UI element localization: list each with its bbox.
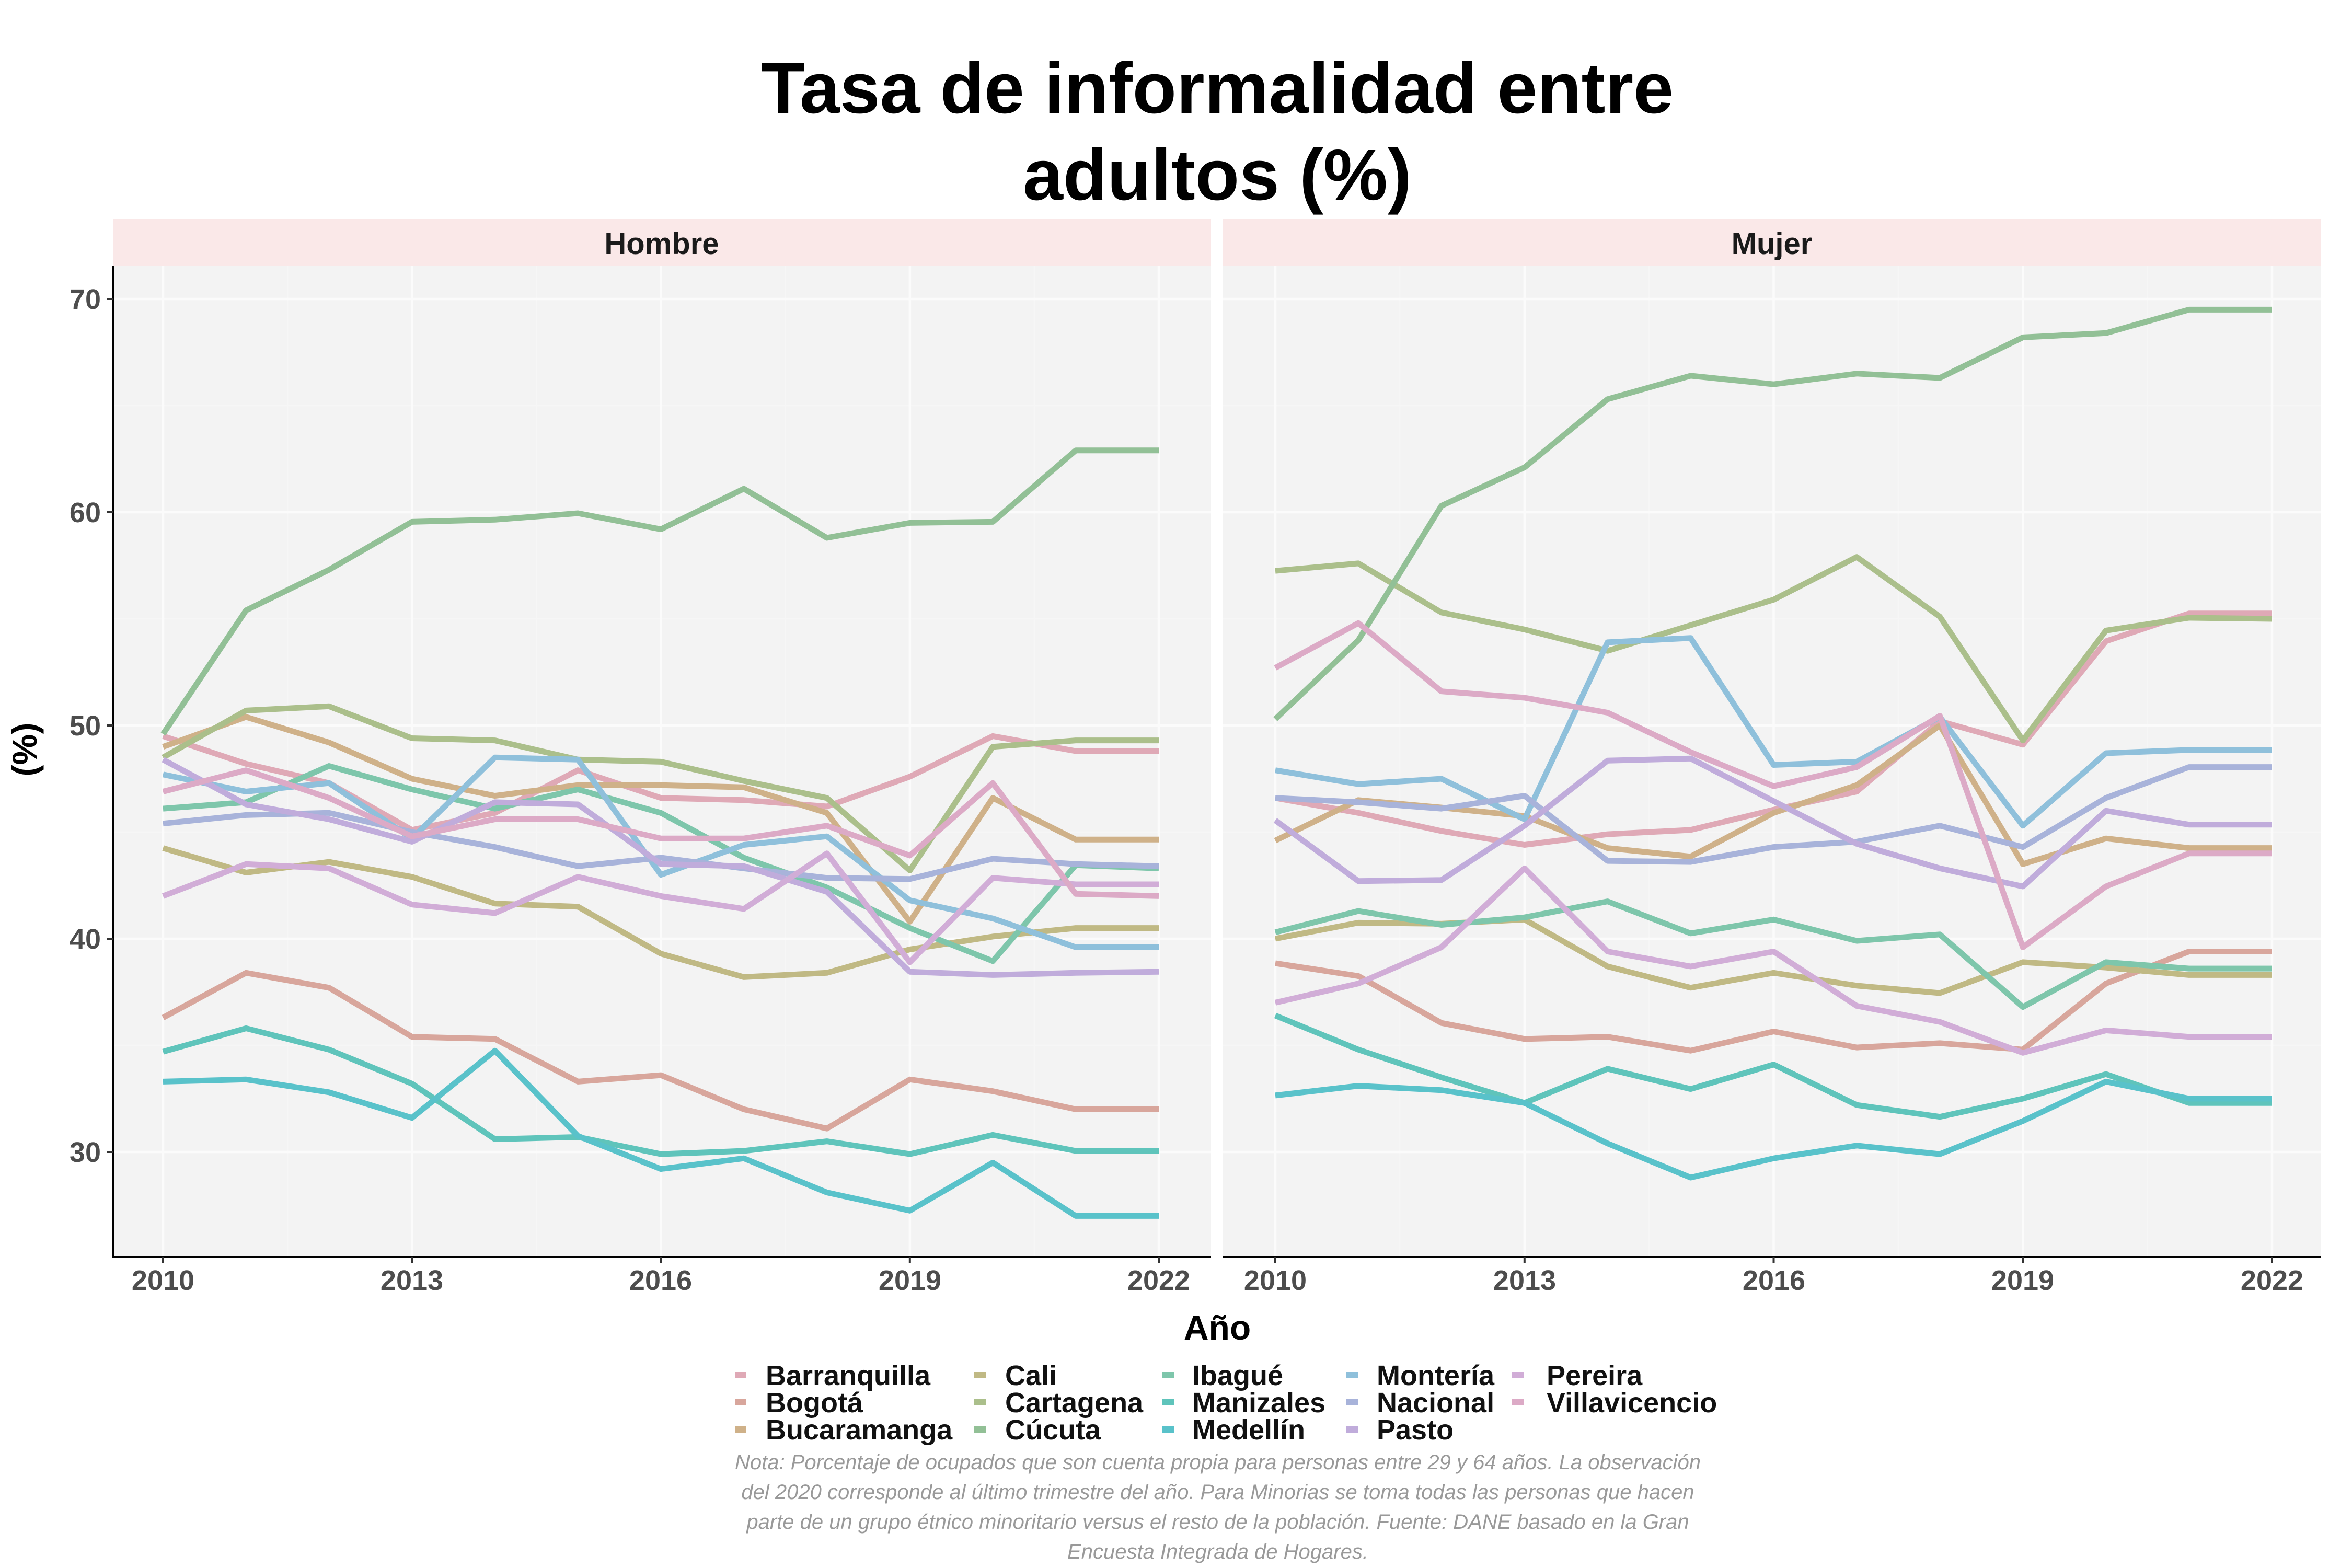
svg-text:Año: Año — [1184, 1308, 1251, 1347]
svg-text:Pasto: Pasto — [1377, 1414, 1454, 1446]
svg-text:2016: 2016 — [629, 1265, 692, 1296]
svg-text:50: 50 — [70, 710, 101, 742]
svg-text:Hombre: Hombre — [604, 227, 719, 261]
svg-text:30: 30 — [70, 1137, 101, 1168]
svg-text:Tasa de informalidad entre: Tasa de informalidad entre — [761, 48, 1674, 129]
svg-text:2013: 2013 — [381, 1265, 443, 1296]
svg-text:Bucaramanga: Bucaramanga — [766, 1414, 953, 1446]
svg-text:Ibagué: Ibagué — [1192, 1360, 1283, 1391]
svg-text:parte de un grupo étnico minor: parte de un grupo étnico minoritario ver… — [746, 1511, 1689, 1534]
svg-text:70: 70 — [70, 284, 101, 315]
svg-text:Mujer: Mujer — [1732, 227, 1813, 261]
svg-text:Encuesta Integrada de Hogares.: Encuesta Integrada de Hogares. — [1067, 1540, 1368, 1563]
svg-text:Barranquilla: Barranquilla — [766, 1360, 931, 1391]
svg-text:60: 60 — [70, 497, 101, 528]
svg-text:2010: 2010 — [1244, 1265, 1307, 1296]
svg-text:2013: 2013 — [1493, 1265, 1556, 1296]
svg-text:2019: 2019 — [879, 1265, 941, 1296]
svg-text:40: 40 — [70, 924, 101, 955]
svg-text:Pereira: Pereira — [1547, 1360, 1643, 1391]
svg-text:2022: 2022 — [2241, 1265, 2303, 1296]
svg-text:2019: 2019 — [1991, 1265, 2054, 1296]
svg-text:2022: 2022 — [1127, 1265, 1190, 1296]
svg-text:Cali: Cali — [1005, 1360, 1057, 1391]
svg-text:2016: 2016 — [1743, 1265, 1805, 1296]
svg-text:Medellín: Medellín — [1192, 1414, 1305, 1446]
svg-text:(%): (%) — [5, 723, 44, 777]
svg-text:Cartagena: Cartagena — [1005, 1387, 1144, 1419]
svg-text:Nota: Porcentaje de ocupados q: Nota: Porcentaje de ocupados que son cue… — [735, 1451, 1701, 1474]
svg-text:2010: 2010 — [132, 1265, 194, 1296]
svg-text:Nacional: Nacional — [1377, 1387, 1494, 1419]
svg-text:del 2020 corresponde al último: del 2020 corresponde al último trimestre… — [741, 1481, 1694, 1504]
svg-text:Bogotá: Bogotá — [766, 1387, 863, 1419]
svg-text:Montería: Montería — [1377, 1360, 1495, 1391]
svg-text:Manizales: Manizales — [1192, 1387, 1325, 1419]
svg-text:Villavicencio: Villavicencio — [1547, 1387, 1717, 1419]
svg-text:adultos (%): adultos (%) — [1023, 135, 1412, 215]
svg-text:Cúcuta: Cúcuta — [1005, 1414, 1101, 1446]
